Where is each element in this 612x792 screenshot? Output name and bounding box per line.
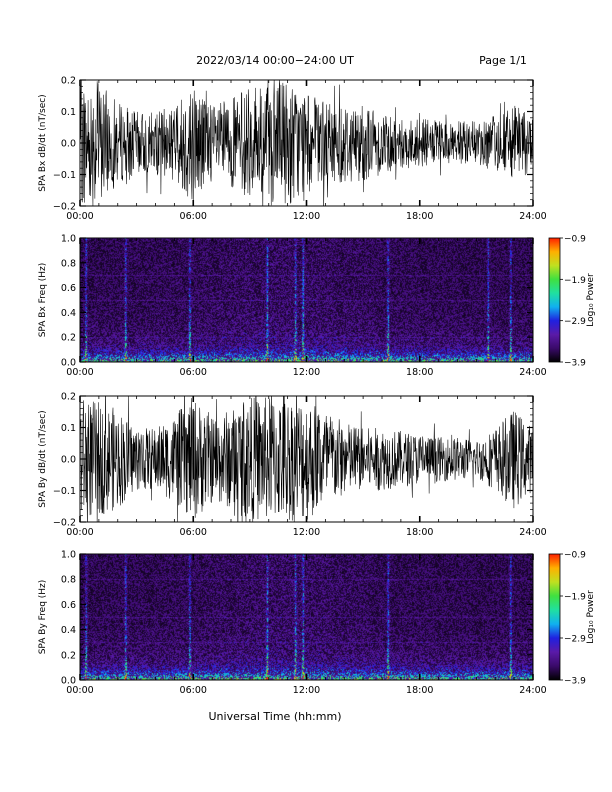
y-tick-label: 0.0 <box>61 139 76 150</box>
colorbar-tick-label: −1.9 <box>564 593 586 603</box>
dbdt-panel: 00:00 06:00 12:00 18:00 24:00 −0.2 −0.1 0.0 0.1 0… <box>38 76 547 223</box>
spectrogram-panel: 00:00 06:00 12:00 18:00 24:00 0.0 0.2 0.4 0.6 0.8… <box>38 234 596 379</box>
y-tick-label: 0.0 <box>61 358 76 369</box>
x-tick-label: 06:00 <box>180 367 207 378</box>
x-tick-label: 18:00 <box>406 367 433 378</box>
x-tick-label: 12:00 <box>293 211 320 222</box>
x-tick-label: 18:00 <box>406 527 433 538</box>
x-tick-label: 06:00 <box>180 685 207 696</box>
colorbar-tick-label: −3.9 <box>564 677 586 687</box>
colorbar-tick-label: −0.9 <box>564 551 586 561</box>
colorbar: −0.9 −1.9 −2.9 −3.9 Log₁₀ Power <box>548 551 596 687</box>
y-tick-label: 0.0 <box>61 455 76 466</box>
y-tick-label: 1.0 <box>61 234 76 245</box>
page-title: 2022/03/14 00:00−24:00 UT <box>196 54 354 67</box>
y-tick-label: 0.1 <box>61 107 76 118</box>
x-tick-label: 00:00 <box>66 211 93 222</box>
y-tick-label: −0.2 <box>53 518 76 529</box>
x-tick-label: 18:00 <box>406 211 433 222</box>
colorbar-tick-label: −2.9 <box>564 317 586 327</box>
y-tick-label: 0.2 <box>61 333 76 344</box>
y-tick-label: 0.4 <box>61 308 76 319</box>
y-tick-label: 0.6 <box>61 283 76 294</box>
x-tick-label: 24:00 <box>519 685 546 696</box>
x-tick-label: 06:00 <box>180 211 207 222</box>
dbdt-panel: 00:00 06:00 12:00 18:00 24:00 −0.2 −0.1 0.0 0.1 0… <box>38 392 547 539</box>
colorbar-gradient <box>548 237 561 363</box>
y-axis-label: SPA By Freq (Hz) <box>38 580 48 655</box>
dbdt-trace <box>80 396 533 522</box>
y-tick-label: 0.4 <box>61 625 76 636</box>
y-tick-label: 0.2 <box>61 76 76 87</box>
x-tick-label: 00:00 <box>66 367 93 378</box>
colorbar-tick-label: −3.9 <box>564 359 586 369</box>
colorbar-tick-label: −0.9 <box>564 235 586 245</box>
x-axis-title: Universal Time (hh:mm) <box>209 710 342 723</box>
y-tick-label: 0.0 <box>61 676 76 687</box>
plot-frame <box>79 553 534 681</box>
y-tick-label: 1.0 <box>61 550 76 561</box>
x-tick-label: 24:00 <box>519 367 546 378</box>
page-number-label: Page 1/1 <box>479 54 527 67</box>
y-tick-label: 0.2 <box>61 650 76 661</box>
y-tick-label: 0.8 <box>61 258 76 269</box>
y-tick-label: −0.2 <box>53 202 76 213</box>
colorbar-label: Log₁₀ Power <box>586 273 596 327</box>
colorbar-tick-label: −1.9 <box>564 276 586 286</box>
y-axis-label: SPA Bx Freq (Hz) <box>38 263 48 338</box>
x-tick-label: 00:00 <box>66 527 93 538</box>
y-tick-label: 0.2 <box>61 392 76 403</box>
plot-frame <box>79 395 534 523</box>
y-tick-label: 0.6 <box>61 600 76 611</box>
y-axis-label: SPA By dB/dt (nT/sec) <box>38 410 48 507</box>
colorbar-gradient <box>548 553 561 681</box>
x-tick-label: 18:00 <box>406 685 433 696</box>
colorbar-label: Log₁₀ Power <box>586 590 596 644</box>
spectrogram-image <box>80 238 533 362</box>
panels: 00:00 06:00 12:00 18:00 24:00 −0.2 −0.1 0.0 0.1 0… <box>38 76 596 697</box>
spectrogram-panel: 00:00 06:00 12:00 18:00 24:00 0.0 0.2 0.4 0.6 0.8… <box>38 550 596 697</box>
y-axis-label: SPA Bx dB/dt (nT/sec) <box>38 94 48 191</box>
y-tick-label: 0.8 <box>61 575 76 586</box>
plot-frame <box>79 79 534 207</box>
plot-frame <box>79 237 534 363</box>
x-tick-label: 06:00 <box>180 527 207 538</box>
spectrogram-image <box>80 554 533 680</box>
colorbar-tick-label: −2.9 <box>564 635 586 645</box>
x-tick-label: 12:00 <box>293 367 320 378</box>
x-tick-label: 24:00 <box>519 527 546 538</box>
y-tick-label: −0.1 <box>53 170 76 181</box>
y-tick-label: −0.1 <box>53 486 76 497</box>
colorbar: −0.9 −1.9 −2.9 −3.9 Log₁₀ Power <box>548 235 596 369</box>
y-tick-label: 0.1 <box>61 423 76 434</box>
x-tick-label: 24:00 <box>519 211 546 222</box>
dbdt-trace <box>80 80 533 206</box>
x-tick-label: 00:00 <box>66 685 93 696</box>
x-tick-label: 12:00 <box>293 685 320 696</box>
x-tick-label: 12:00 <box>293 527 320 538</box>
